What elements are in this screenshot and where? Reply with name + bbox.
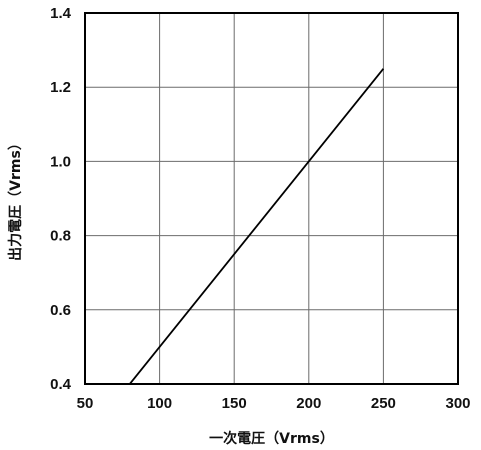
- x-tick-label: 150: [222, 395, 247, 412]
- x-axis-ticks: 50 100 150 200 250 300: [77, 395, 471, 412]
- y-tick-label: 1.4: [50, 5, 72, 22]
- x-tick-label: 250: [371, 395, 396, 412]
- y-axis-ticks: 0.4 0.6 0.8 1.0 1.2 1.4: [50, 5, 72, 393]
- series-layer: [129, 68, 385, 385]
- y-tick-label: 1.0: [50, 153, 71, 170]
- x-tick-label: 50: [77, 395, 94, 412]
- x-axis-label: 一次電圧（Vrms）: [209, 430, 334, 447]
- y-tick-label: 0.8: [50, 228, 71, 245]
- series-line: [129, 68, 385, 385]
- y-axis-label: 出力電圧（Vrms）: [7, 136, 24, 261]
- y-tick-label: 0.6: [50, 302, 71, 319]
- y-tick-label: 1.2: [50, 79, 71, 96]
- x-tick-label: 100: [147, 395, 172, 412]
- plot-frame: [84, 12, 459, 385]
- x-tick-label: 300: [445, 395, 470, 412]
- grid: [85, 13, 458, 384]
- y-tick-label: 0.4: [50, 376, 72, 393]
- x-tick-label: 200: [296, 395, 321, 412]
